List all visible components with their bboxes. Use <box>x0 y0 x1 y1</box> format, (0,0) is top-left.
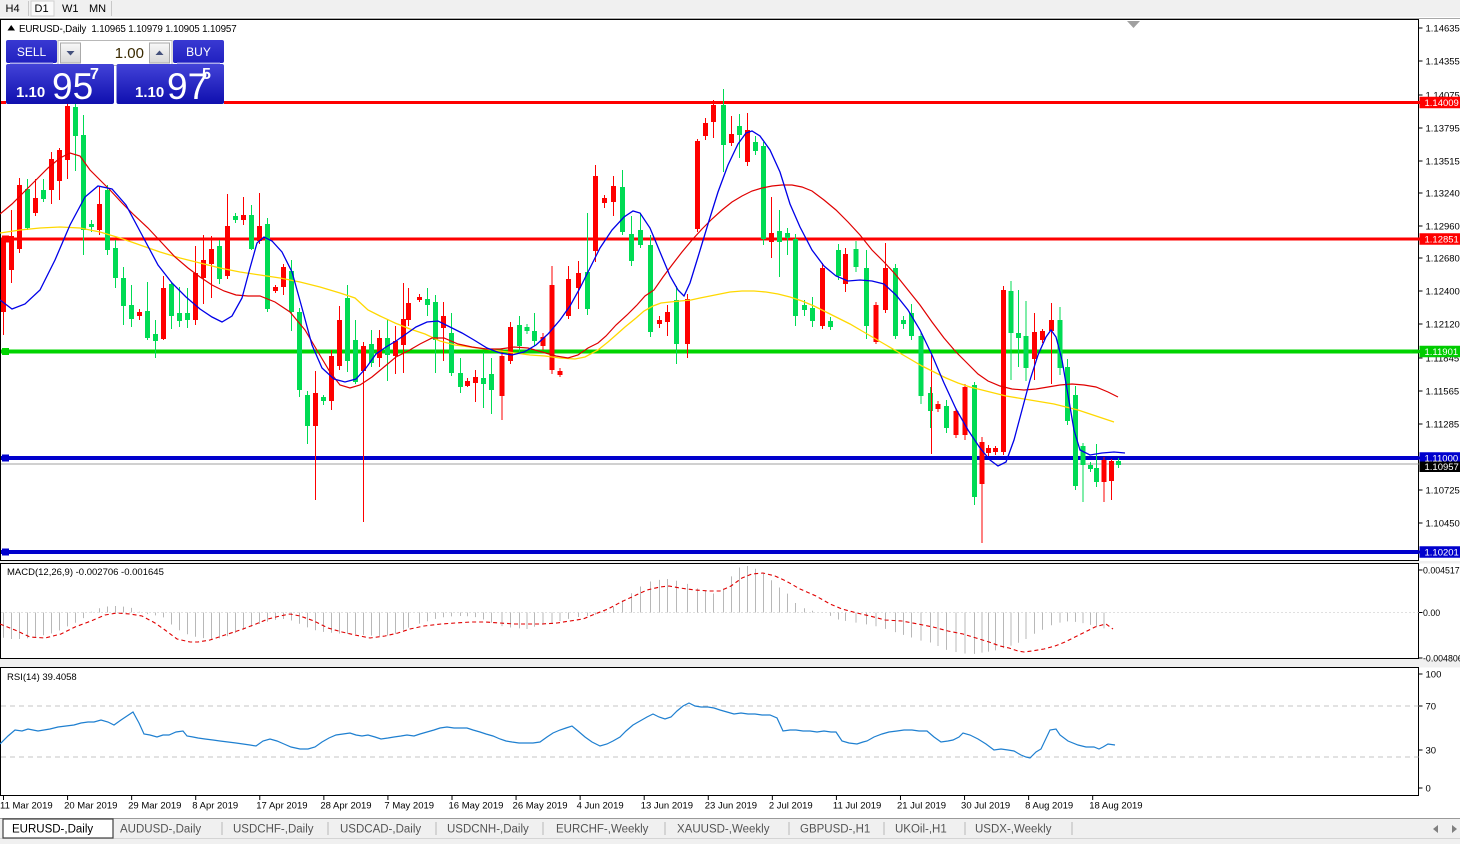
svg-text:MACD(12,26,9) -0.002706 -0.001: MACD(12,26,9) -0.002706 -0.001645 <box>7 567 164 578</box>
svg-text:4 Jun 2019: 4 Jun 2019 <box>577 801 624 812</box>
svg-text:23 Jun 2019: 23 Jun 2019 <box>705 801 757 812</box>
svg-text:16 May 2019: 16 May 2019 <box>448 801 503 812</box>
svg-text:USDCAD-,Daily: USDCAD-,Daily <box>340 824 421 836</box>
svg-text:1.10957: 1.10957 <box>1425 462 1459 473</box>
svg-text:1.12400: 1.12400 <box>1426 287 1460 298</box>
svg-text:D1: D1 <box>35 3 49 15</box>
svg-text:5: 5 <box>202 66 211 83</box>
svg-text:95: 95 <box>52 66 93 107</box>
svg-text:1.11901: 1.11901 <box>1425 347 1459 358</box>
svg-text:1.11285: 1.11285 <box>1426 420 1460 431</box>
svg-text:USDCNH-,Daily: USDCNH-,Daily <box>447 824 529 836</box>
svg-text:97: 97 <box>167 66 208 107</box>
svg-text:AUDUSD-,Daily: AUDUSD-,Daily <box>120 824 201 836</box>
svg-text:1.13240: 1.13240 <box>1426 189 1460 200</box>
svg-text:20 Mar 2019: 20 Mar 2019 <box>64 801 117 812</box>
svg-text:7 May 2019: 7 May 2019 <box>384 801 434 812</box>
svg-text:BUY: BUY <box>186 45 211 59</box>
svg-text:1.10725: 1.10725 <box>1426 486 1460 497</box>
svg-text:70: 70 <box>1426 702 1437 713</box>
svg-text:H4: H4 <box>6 3 20 15</box>
svg-text:30 Jul 2019: 30 Jul 2019 <box>961 801 1010 812</box>
svg-text:18 Aug 2019: 18 Aug 2019 <box>1089 801 1142 812</box>
svg-text:EURUSD-,Daily 1.10965 1.10979: EURUSD-,Daily 1.10965 1.10979 1.10905 1.… <box>19 24 237 35</box>
svg-text:1.12680: 1.12680 <box>1426 254 1460 265</box>
svg-text:100: 100 <box>1426 670 1442 681</box>
svg-text:EURCHF-,Weekly: EURCHF-,Weekly <box>556 824 649 836</box>
svg-text:XAUUSD-,Weekly: XAUUSD-,Weekly <box>677 824 770 836</box>
svg-text:1.14075: 1.14075 <box>1426 91 1460 102</box>
svg-text:0.004517: 0.004517 <box>1423 566 1460 576</box>
svg-text:26 May 2019: 26 May 2019 <box>513 801 568 812</box>
svg-text:1.12851: 1.12851 <box>1425 235 1459 246</box>
svg-text:0.00: 0.00 <box>1423 608 1440 618</box>
svg-text:EURUSD-,Daily: EURUSD-,Daily <box>12 824 93 836</box>
svg-text:SELL: SELL <box>17 45 47 59</box>
svg-text:1.10450: 1.10450 <box>1426 519 1460 530</box>
svg-text:MN: MN <box>89 3 106 15</box>
svg-text:1.13795: 1.13795 <box>1426 124 1460 135</box>
svg-text:1.14635: 1.14635 <box>1426 24 1460 35</box>
svg-text:UKOil-,H1: UKOil-,H1 <box>895 824 947 836</box>
svg-text:17 Apr 2019: 17 Apr 2019 <box>256 801 307 812</box>
svg-text:1.10: 1.10 <box>135 84 164 101</box>
svg-text:1.10201: 1.10201 <box>1425 548 1459 559</box>
svg-text:1.13515: 1.13515 <box>1426 157 1460 168</box>
svg-text:1.14009: 1.14009 <box>1425 98 1459 109</box>
svg-text:11 Mar 2019: 11 Mar 2019 <box>0 801 53 812</box>
svg-text:30: 30 <box>1426 746 1437 757</box>
svg-text:2 Jul 2019: 2 Jul 2019 <box>769 801 813 812</box>
svg-text:RSI(14) 39.4058: RSI(14) 39.4058 <box>7 672 77 683</box>
svg-text:8 Apr 2019: 8 Apr 2019 <box>192 801 238 812</box>
svg-text:1.12120: 1.12120 <box>1426 320 1460 331</box>
svg-text:29 Mar 2019: 29 Mar 2019 <box>128 801 181 812</box>
svg-text:28 Apr 2019: 28 Apr 2019 <box>320 801 371 812</box>
svg-text:1.11845: 1.11845 <box>1426 354 1460 365</box>
svg-text:GBPUSD-,H1: GBPUSD-,H1 <box>800 824 870 836</box>
svg-text:13 Jun 2019: 13 Jun 2019 <box>641 801 693 812</box>
svg-text:1.14355: 1.14355 <box>1426 57 1460 68</box>
svg-text:8 Aug 2019: 8 Aug 2019 <box>1025 801 1073 812</box>
svg-text:1.00: 1.00 <box>115 45 144 62</box>
svg-text:USDCHF-,Daily: USDCHF-,Daily <box>233 824 314 836</box>
svg-text:1.11565: 1.11565 <box>1426 387 1460 398</box>
svg-text:1.11000: 1.11000 <box>1425 454 1459 465</box>
svg-text:W1: W1 <box>62 3 79 15</box>
svg-text:-0.004806: -0.004806 <box>1423 654 1460 664</box>
svg-text:21 Jul 2019: 21 Jul 2019 <box>897 801 946 812</box>
svg-text:11 Jul 2019: 11 Jul 2019 <box>833 801 881 812</box>
svg-text:0: 0 <box>1426 784 1431 795</box>
svg-text:1.10: 1.10 <box>16 84 45 101</box>
svg-text:7: 7 <box>90 66 99 83</box>
svg-text:USDX-,Weekly: USDX-,Weekly <box>975 824 1052 836</box>
svg-text:1.12960: 1.12960 <box>1426 222 1460 233</box>
